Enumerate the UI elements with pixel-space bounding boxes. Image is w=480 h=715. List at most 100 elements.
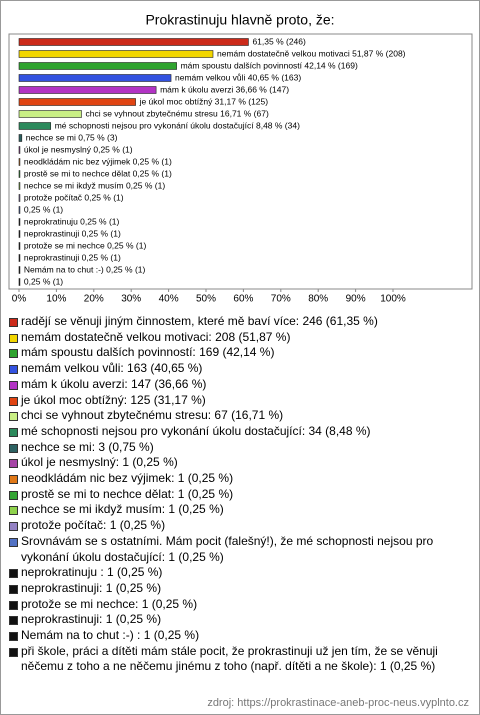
legend-item: protože se mi nechce: 1 (0,25 %): [7, 597, 473, 613]
legend-swatch: [9, 475, 18, 485]
legend-label: mé schopnosti nejsou pro vykonání úkolu …: [21, 423, 371, 438]
legend-label: Nemám na to chut :-) : 1 (0,25 %): [21, 628, 200, 643]
value-label: úkol je nesmyslný 0,25 % (1): [24, 144, 133, 154]
legend: radějí se věnuji jiným činnostem, které …: [7, 314, 473, 675]
legend-swatch: [9, 318, 18, 327]
value-label: neprokrastinuji 0,25 % (1): [24, 228, 121, 238]
x-tick-label: 40%: [159, 294, 179, 305]
legend-label: neodkládám nic bez výjimek: 1 (0,25 %): [21, 471, 234, 486]
value-label: protože se mi nechce 0,25 % (1): [24, 240, 147, 250]
legend-swatch: [9, 537, 18, 547]
value-label: neprokrastinuji 0,25 % (1): [24, 252, 121, 262]
legend-item: nechce se mi ikdyž musím: 1 (0,25 %): [7, 502, 473, 518]
x-tick-label: 20%: [84, 294, 104, 305]
legend-label: je úkol moc obtížný: 125 (31,17 %): [21, 392, 206, 407]
legend-swatch: [9, 522, 18, 532]
legend-label: neprokratinuju : 1 (0,25 %): [21, 565, 163, 580]
x-tick-label: 60%: [233, 294, 253, 305]
legend-item: mám k úkolu averzi: 147 (36,66 %): [7, 377, 473, 393]
plot-frame: [8, 33, 473, 290]
x-tick-label: 90%: [346, 294, 366, 305]
legend-swatch: [9, 616, 18, 626]
legend-swatch: [9, 412, 18, 422]
legend-swatch: [9, 632, 18, 642]
chart: Prokrastinuju hlavně proto, že: 0% 10% 20%…: [8, 12, 473, 305]
legend-label: Srovnávám se s ostatními. Mám pocit (fal…: [21, 533, 434, 564]
legend-label: nemám velkou vůli: 163 (40,65 %): [21, 361, 203, 376]
x-tick-label: 80%: [308, 294, 328, 305]
value-label: neprokratinuju 0,25 % (1): [24, 216, 120, 226]
legend-item: nemám dostatečně velkou motivaci: 208 (5…: [7, 330, 473, 346]
legend-item: prostě se mi to nechce dělat: 1 (0,25 %): [7, 487, 473, 503]
legend-swatch: [9, 584, 18, 594]
value-label: 0,25 % (1): [24, 204, 63, 214]
value-label: 61,35 % (246): [252, 36, 306, 46]
x-tick-label: 30%: [121, 294, 141, 305]
value-label: nechce se mi 0,75 % (3): [26, 132, 118, 142]
value-label: nemám velkou vůli 40,65 % (163): [175, 72, 301, 82]
value-label: mé schopnosti nejsou pro vykonání úkolu …: [55, 120, 300, 130]
legend-swatch: [9, 365, 18, 375]
legend-label: radějí se věnuji jiným činnostem, které …: [21, 314, 378, 328]
legend-swatch: [9, 380, 18, 390]
x-tick-label: 0%: [12, 294, 27, 305]
legend-item: při škole, práci a dítěti mám stále poci…: [7, 644, 473, 675]
value-label: nemám dostatečně velkou motivaci 51,87 %…: [217, 48, 406, 58]
value-label: protože počítač 0,25 % (1): [24, 192, 124, 202]
legend-swatch: [9, 427, 18, 437]
legend-item: je úkol moc obtížný: 125 (31,17 %): [7, 393, 473, 409]
legend-label: mám k úkolu averzi: 147 (36,66 %): [21, 376, 207, 391]
legend-label: mám spoustu dalších povinností: 169 (42,…: [21, 345, 275, 360]
legend-item: Nemám na to chut :-) : 1 (0,25 %): [7, 628, 473, 644]
bar: [18, 242, 21, 250]
legend-swatch: [9, 600, 18, 610]
legend-item: neprokratinuju : 1 (0,25 %): [7, 565, 473, 581]
value-label: Nemám na to chut :-) 0,25 % (1): [24, 264, 146, 274]
legend-label: neprokrastinuji: 1 (0,25 %): [21, 580, 162, 595]
bar: [18, 50, 214, 58]
bar: [18, 110, 82, 118]
legend-swatch: [9, 569, 18, 579]
legend-swatch: [9, 349, 18, 359]
value-label: 0,25 % (1): [24, 276, 63, 286]
chart-title: Prokrastinuju hlavně proto, že:: [145, 12, 334, 28]
bar: [18, 62, 177, 70]
value-label: mám k úkolu averzi 36,66 % (147): [160, 84, 289, 94]
legend-label: neprokrastinuji: 1 (0,25 %): [21, 612, 162, 627]
source: zdroj: https://prokrastinace-aneb-proc-n…: [207, 697, 469, 709]
bar: [18, 146, 21, 154]
bar: [18, 254, 21, 262]
legend-swatch: [9, 443, 18, 453]
value-label: chci se vyhnout zbytečnému stresu 16,71 …: [85, 108, 268, 118]
bar: [18, 194, 21, 202]
legend-swatch: [9, 490, 18, 500]
bar: [18, 38, 249, 46]
legend-swatch: [9, 647, 18, 657]
legend-label: při škole, práci a dítěti mám stále poci…: [21, 643, 438, 674]
legend-item: neodkládám nic bez výjimek: 1 (0,25 %): [7, 471, 473, 487]
legend-item: Srovnávám se s ostatními. Mám pocit (fal…: [7, 534, 473, 565]
value-label: prostě se mi to nechce dělat 0,25 % (1): [24, 168, 172, 178]
legend-label: prostě se mi to nechce dělat: 1 (0,25 %): [21, 486, 234, 501]
x-tick-label: 70%: [271, 294, 291, 305]
legend-label: nechce se mi: 3 (0,75 %): [21, 439, 154, 454]
legend-swatch: [9, 333, 18, 343]
value-label: neodkládám nic bez výjimek 0,25 % (1): [24, 156, 172, 166]
x-tick-label: 50%: [196, 294, 216, 305]
bar: [18, 74, 172, 82]
legend-label: protože se mi nechce: 1 (0,25 %): [21, 596, 198, 611]
bar: [18, 218, 21, 226]
legend-label: nemám dostatečně velkou motivaci: 208 (5…: [21, 329, 291, 344]
bar: [18, 278, 21, 286]
bar: [18, 134, 23, 142]
x-tick-label: 100%: [380, 294, 406, 305]
bar: [18, 86, 157, 94]
value-label: mám spoustu dalších povinností 42,14 % (…: [181, 60, 358, 70]
bar: [18, 206, 21, 214]
legend-item: chci se vyhnout zbytečnému stresu: 67 (1…: [7, 408, 473, 424]
legend-item: protože počítač: 1 (0,25 %): [7, 518, 473, 534]
legend-item: mé schopnosti nejsou pro vykonání úkolu …: [7, 424, 473, 440]
legend-item: radějí se věnuji jiným činnostem, které …: [7, 314, 473, 330]
legend-item: nemám velkou vůli: 163 (40,65 %): [7, 361, 473, 377]
